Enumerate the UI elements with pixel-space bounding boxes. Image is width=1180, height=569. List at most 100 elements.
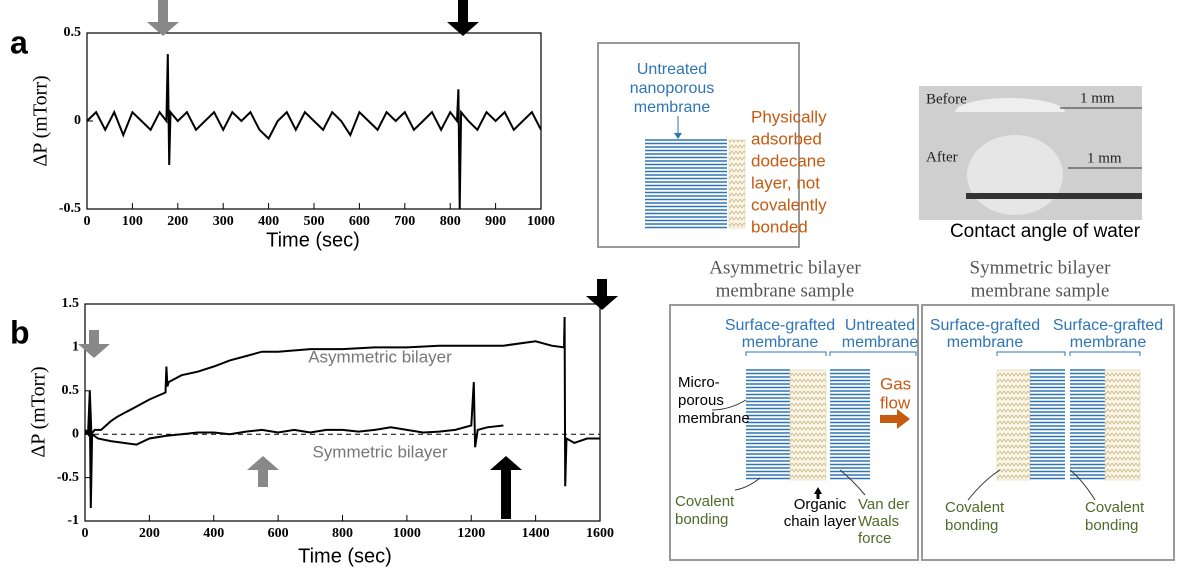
label: membrane xyxy=(634,99,711,116)
label: Symmetric bilayer xyxy=(970,257,1112,278)
gas-arrow-head xyxy=(897,409,910,429)
y-tick-label: 0 xyxy=(74,113,81,128)
label: Physically xyxy=(751,107,827,126)
label: covalently xyxy=(751,195,827,214)
arrow-shaft xyxy=(258,470,268,487)
pointer-head xyxy=(674,133,682,139)
label: Organic xyxy=(794,496,847,513)
series-label: Symmetric bilayer xyxy=(312,442,447,461)
label: Untreated xyxy=(845,317,915,334)
diagram-frame xyxy=(597,42,800,248)
label: chain layer xyxy=(784,513,857,530)
y-axis-label: ΔP (mTorr) xyxy=(28,366,50,457)
y-tick-label: -0.5 xyxy=(59,201,81,216)
arrow-shaft xyxy=(89,330,99,344)
x-tick-label: 300 xyxy=(213,214,234,229)
x-tick-label: 0 xyxy=(84,214,91,229)
label: Surface-grafted xyxy=(725,317,835,334)
label: Waals xyxy=(858,513,899,530)
y-tick-label: 1 xyxy=(72,340,79,355)
x-tick-label: 1400 xyxy=(522,526,550,541)
callout xyxy=(1069,469,1096,501)
organic-layer xyxy=(728,139,746,229)
y-tick-label: -0.5 xyxy=(57,470,79,485)
droplet xyxy=(967,135,1063,215)
label: bonding xyxy=(675,511,728,528)
y-tick-label: 1.5 xyxy=(62,296,80,311)
arrow-shaft xyxy=(597,279,607,296)
photo-label: After xyxy=(926,149,958,165)
x-tick-label: 800 xyxy=(440,214,461,229)
label: membrane xyxy=(947,334,1024,351)
label: layer, not xyxy=(751,173,820,192)
y-tick-label: 0.5 xyxy=(62,383,80,398)
label: membrane sample xyxy=(971,280,1110,301)
bracket xyxy=(996,351,1066,356)
label: membrane sample xyxy=(716,280,855,301)
plot-frame xyxy=(84,303,601,522)
bracket xyxy=(829,351,917,356)
caption: Contact angle of water xyxy=(950,221,1141,242)
label: membrane xyxy=(842,334,919,351)
photo-label: Before xyxy=(926,91,967,107)
arrow-head xyxy=(447,22,479,36)
x-tick-label: 600 xyxy=(268,526,289,541)
label: nanoporous xyxy=(630,80,715,97)
y-tick-label: 0.5 xyxy=(64,25,82,40)
x-tick-label: 400 xyxy=(258,214,279,229)
diagram-frame xyxy=(669,304,919,561)
label: Covalent xyxy=(1085,499,1145,516)
x-tick-label: 900 xyxy=(485,214,506,229)
diagram-frame xyxy=(921,304,1175,561)
y-tick-label: 0 xyxy=(72,426,79,441)
label: Covalent xyxy=(675,493,735,510)
label: Gas xyxy=(880,374,911,393)
organic-layer xyxy=(1104,369,1141,481)
y-axis-label: ΔP (mTorr) xyxy=(30,75,52,166)
x-tick-label: 100 xyxy=(122,214,143,229)
x-axis-label: Time (sec) xyxy=(266,229,360,251)
x-tick-label: 0 xyxy=(82,526,89,541)
label: bonding xyxy=(1085,517,1138,534)
x-axis-label: Time (sec) xyxy=(298,545,392,567)
x-tick-label: 200 xyxy=(167,214,188,229)
arrow-shaft xyxy=(501,470,511,519)
data-line xyxy=(84,382,504,509)
arrow-head xyxy=(78,344,110,358)
label: Surface-grafted xyxy=(930,317,1040,334)
label: membrane xyxy=(742,334,819,351)
label: force xyxy=(858,530,891,547)
x-tick-label: 1000 xyxy=(393,526,421,541)
photo-label: 1 mm xyxy=(1080,90,1115,106)
x-tick-label: 600 xyxy=(349,214,370,229)
data-line xyxy=(84,316,600,487)
arrow-shaft xyxy=(458,0,468,22)
label: porous xyxy=(678,392,724,409)
label: Micro- xyxy=(678,374,720,391)
callout xyxy=(711,399,747,411)
pointer-head xyxy=(814,487,822,494)
callout xyxy=(967,469,1001,501)
x-tick-label: 500 xyxy=(304,214,325,229)
label: dodecane xyxy=(751,151,826,170)
x-tick-label: 400 xyxy=(203,526,224,541)
x-tick-label: 1200 xyxy=(457,526,485,541)
callout xyxy=(734,477,761,491)
arrow-head xyxy=(247,456,279,470)
label: Asymmetric bilayer xyxy=(709,257,861,278)
panel-label: a xyxy=(10,24,28,60)
label: membrane xyxy=(1070,334,1147,351)
bracket xyxy=(745,351,827,356)
x-tick-label: 800 xyxy=(332,526,353,541)
label: Surface-grafted xyxy=(1053,317,1163,334)
organic-layer xyxy=(789,369,827,481)
bracket xyxy=(1069,351,1141,356)
label: flow xyxy=(880,393,911,412)
x-tick-label: 1000 xyxy=(527,214,555,229)
callout xyxy=(839,469,866,496)
photo-label: 1 mm xyxy=(1087,150,1122,166)
series-label: Asymmetric bilayer xyxy=(308,347,452,366)
label: Van der xyxy=(858,496,909,513)
photo-band xyxy=(919,112,1142,132)
y-tick-label: -1 xyxy=(67,513,79,528)
